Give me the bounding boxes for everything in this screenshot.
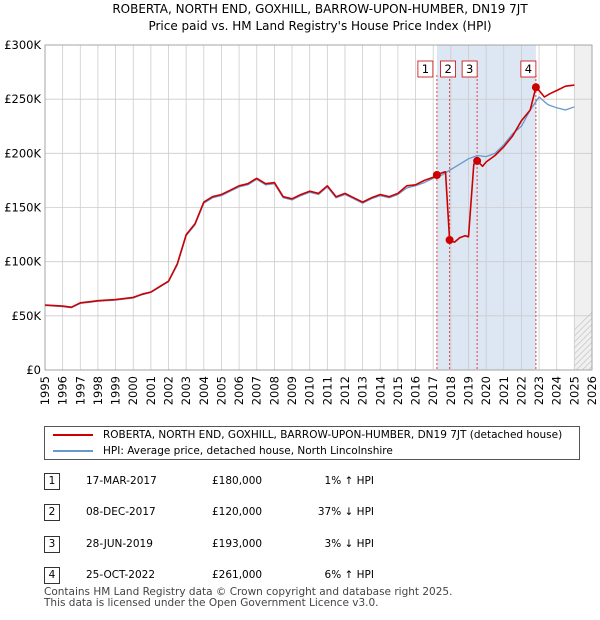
table-row: 4 25-OCT-2022 £261,000 6% ↑ HPI	[44, 565, 444, 585]
x-tick-label: 2002	[162, 376, 176, 405]
y-tick-label: £0	[26, 363, 41, 377]
plot-frame	[44, 44, 593, 371]
x-tick-label: 1999	[109, 376, 123, 405]
transaction-hpi: 37% ↓ HPI	[317, 506, 374, 518]
chart-subtitle: Price paid vs. HM Land Registry's House …	[148, 19, 491, 33]
y-tick-label: £300K	[4, 38, 41, 52]
legend-label-property: ROBERTA, NORTH END, GOXHILL, BARROW-UPON…	[103, 429, 563, 441]
transaction-date: 17-MAR-2017	[86, 475, 157, 487]
sale-point	[432, 171, 441, 179]
sale-label: 3	[466, 62, 473, 76]
x-tick-label: 2008	[267, 376, 281, 405]
x-tick-label: 2025	[567, 376, 581, 405]
legend-swatch-hpi	[53, 450, 93, 452]
transaction-hpi: 6% ↑ HPI	[324, 569, 374, 581]
transaction-hpi: 1% ↑ HPI	[324, 475, 374, 487]
transaction-date: 25-OCT-2022	[86, 569, 155, 581]
legend-label-hpi: HPI: Average price, detached house, Nort…	[103, 445, 393, 457]
transaction-badge: 2	[44, 504, 60, 521]
x-tick-label: 2019	[461, 376, 475, 405]
x-tick-label: 2014	[373, 376, 387, 405]
x-tick-label: 2000	[126, 376, 140, 405]
x-tick-label: 2013	[356, 376, 370, 405]
x-tick-label: 2005	[214, 376, 228, 405]
y-tick-label: £150K	[4, 201, 41, 215]
x-tick-label: 2018	[444, 376, 458, 405]
x-tick-label: 2016	[409, 376, 423, 405]
price-chart: ROBERTA, NORTH END, GOXHILL, BARROW-UPON…	[4, 2, 600, 405]
sale-point	[445, 236, 454, 244]
transaction-date: 28-JUN-2019	[86, 538, 153, 550]
y-tick-label: £100K	[4, 255, 41, 269]
footer: Contains HM Land Registry data © Crown c…	[44, 587, 452, 609]
transaction-badge: 3	[44, 536, 60, 553]
sale-point	[473, 156, 482, 165]
footer-copyright: Contains HM Land Registry data © Crown c…	[44, 586, 453, 598]
future-hatch-line	[594, 45, 600, 370]
transaction-date: 08-DEC-2017	[86, 506, 156, 518]
transaction-badge: 1	[44, 473, 60, 490]
sale-label: 4	[525, 62, 532, 76]
x-tick-label: 2015	[391, 376, 405, 405]
x-tick-label: 2024	[550, 376, 564, 405]
sale-label-box	[520, 60, 537, 78]
legend-swatch-property	[53, 434, 93, 436]
x-tick-label: 1995	[38, 376, 52, 405]
x-tick-label: 2012	[338, 376, 352, 405]
transaction-badge: 4	[44, 567, 60, 584]
legend: ROBERTA, NORTH END, GOXHILL, BARROW-UPON…	[44, 426, 580, 460]
legend-item-hpi: HPI: Average price, detached house, Nort…	[53, 443, 393, 459]
transaction-price: £261,000	[212, 569, 263, 581]
x-tick-label: 2009	[285, 376, 299, 405]
y-tick-label: £250K	[4, 92, 41, 106]
y-tick-label: £50K	[12, 309, 42, 323]
x-tick-label: 2011	[320, 376, 334, 405]
y-tick-label: £200K	[4, 146, 41, 160]
transaction-price: £193,000	[212, 538, 263, 550]
x-tick-label: 2007	[250, 376, 264, 405]
x-tick-label: 2001	[144, 376, 158, 405]
x-tick-label: 2023	[532, 376, 546, 405]
x-tick-label: 2026	[585, 376, 599, 405]
transaction-hpi: 3% ↓ HPI	[324, 538, 374, 550]
x-tick-label: 2010	[303, 376, 317, 405]
x-tick-label: 2006	[232, 376, 246, 405]
transaction-price: £120,000	[212, 506, 263, 518]
x-tick-label: 1997	[73, 376, 87, 405]
x-tick-label: 2020	[479, 376, 493, 405]
x-tick-label: 2003	[179, 376, 193, 405]
footer-licence: This data is licensed under the Open Gov…	[44, 597, 379, 609]
x-tick-label: 2022	[514, 376, 528, 405]
property-price-line	[44, 84, 575, 309]
legend-item-property: ROBERTA, NORTH END, GOXHILL, BARROW-UPON…	[53, 427, 562, 443]
sale-label-box	[440, 60, 457, 78]
table-row: 1 17-MAR-2017 £180,000 1% ↑ HPI	[44, 471, 444, 491]
transaction-price: £180,000	[212, 475, 263, 487]
sale-label: 2	[444, 62, 451, 76]
x-tick-label: 2004	[197, 376, 211, 405]
x-tick-label: 1998	[91, 376, 105, 405]
sale-label: 1	[422, 62, 429, 76]
table-row: 2 08-DEC-2017 £120,000 37% ↓ HPI	[44, 502, 444, 522]
sale-label-box	[461, 60, 478, 78]
chart-title: ROBERTA, NORTH END, GOXHILL, BARROW-UPON…	[112, 2, 528, 16]
sale-label-box	[417, 60, 434, 78]
sale-point	[531, 83, 540, 92]
table-row: 3 28-JUN-2019 £193,000 3% ↓ HPI	[44, 534, 444, 554]
x-tick-label: 1996	[56, 376, 70, 405]
x-tick-label: 2017	[426, 376, 440, 405]
x-tick-label: 2021	[497, 376, 511, 405]
